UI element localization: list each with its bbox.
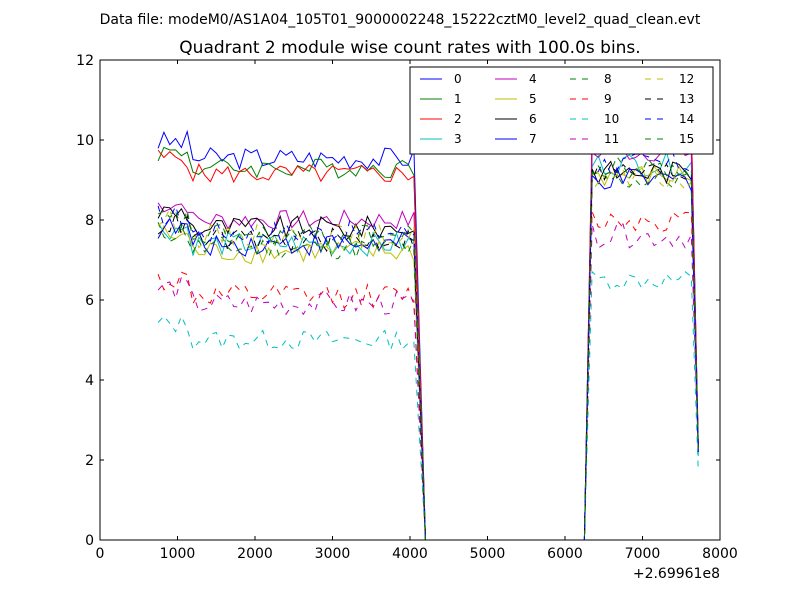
legend-label-5: 5 bbox=[529, 92, 537, 106]
series-line-1 bbox=[157, 130, 699, 540]
chart-suptitle: Data file: modeM0/AS1A04_105T01_90000022… bbox=[100, 12, 701, 28]
series-line-0 bbox=[157, 121, 699, 540]
series-line-6 bbox=[157, 160, 699, 540]
series-line-10 bbox=[157, 270, 699, 540]
legend-label-7: 7 bbox=[529, 132, 537, 146]
x-tick-label: 2000 bbox=[237, 546, 273, 562]
legend-label-0: 0 bbox=[454, 72, 462, 86]
series-line-15 bbox=[157, 155, 699, 540]
y-tick-label: 8 bbox=[85, 213, 94, 229]
legend-label-10: 10 bbox=[604, 112, 619, 126]
y-tick-label: 6 bbox=[85, 293, 94, 309]
series-line-8 bbox=[157, 168, 699, 540]
x-tick-label: 1000 bbox=[160, 546, 196, 562]
series-line-5 bbox=[157, 164, 699, 540]
series-line-7 bbox=[157, 166, 699, 540]
legend-label-4: 4 bbox=[529, 72, 537, 86]
x-offset-label: +2.69961e8 bbox=[633, 566, 720, 582]
series-line-2 bbox=[157, 118, 699, 540]
legend-label-15: 15 bbox=[679, 132, 694, 146]
legend-label-6: 6 bbox=[529, 112, 537, 126]
y-tick-label: 2 bbox=[85, 453, 94, 469]
legend-label-14: 14 bbox=[679, 112, 694, 126]
x-tick-label: 3000 bbox=[315, 546, 351, 562]
chart-title: Quadrant 2 module wise count rates with … bbox=[179, 38, 640, 58]
x-tick-label: 6000 bbox=[547, 546, 583, 562]
series-line-13 bbox=[157, 163, 699, 540]
series-line-11 bbox=[157, 223, 699, 540]
legend-label-11: 11 bbox=[604, 132, 619, 146]
y-tick-label: 0 bbox=[85, 533, 94, 549]
x-tick-label: 7000 bbox=[625, 546, 661, 562]
legend-label-2: 2 bbox=[454, 112, 462, 126]
x-axis: 0 1000 2000 3000 4000 5000 6000 7000 8000 bbox=[96, 60, 738, 562]
legend-label-3: 3 bbox=[454, 132, 462, 146]
legend-label-9: 9 bbox=[604, 92, 612, 106]
series-line-9 bbox=[157, 211, 699, 540]
y-tick-label: 4 bbox=[85, 373, 94, 389]
x-tick-label: 0 bbox=[96, 546, 105, 562]
series-group bbox=[157, 118, 699, 540]
y-tick-label: 10 bbox=[76, 133, 94, 149]
series-line-12 bbox=[157, 167, 699, 540]
legend-label-13: 13 bbox=[679, 92, 694, 106]
x-tick-label: 5000 bbox=[470, 546, 506, 562]
series-line-3 bbox=[157, 150, 699, 540]
legend-label-1: 1 bbox=[454, 92, 462, 106]
y-tick-label: 12 bbox=[76, 53, 94, 69]
legend-label-12: 12 bbox=[679, 72, 694, 86]
x-tick-label: 8000 bbox=[702, 546, 738, 562]
series-line-14 bbox=[157, 151, 699, 540]
series-line-4 bbox=[157, 142, 699, 540]
legend-label-8: 8 bbox=[604, 72, 612, 86]
x-tick-label: 4000 bbox=[392, 546, 428, 562]
